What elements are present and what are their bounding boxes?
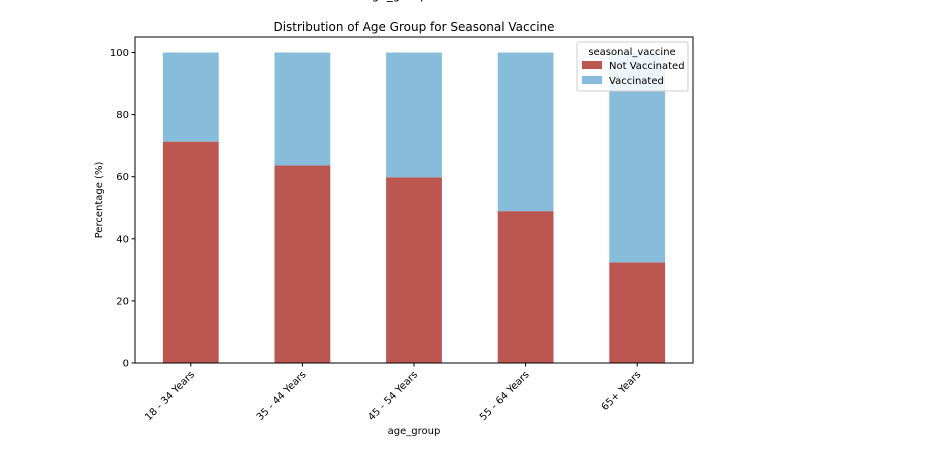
legend-title: seasonal_vaccine: [588, 47, 675, 58]
y-axis-label: Percentage (%): [94, 162, 105, 239]
legend: seasonal_vaccine Not Vaccinated Vaccinate…: [576, 41, 689, 92]
bar-vaccinated-2: [274, 52, 331, 166]
x-axis-ticks: 18 - 34 Years 35 - 44 Years 45 - 54 Years 5…: [143, 363, 643, 423]
bar-vaccinated-3: [386, 52, 442, 178]
legend-label-vaccinated: Vaccinated: [609, 76, 664, 87]
y-axis-ticks: 0 20 40 60 80 100: [110, 48, 135, 370]
legend-label-not-vaccinated: Not Vaccinated: [609, 61, 685, 72]
legend-box: [576, 41, 689, 92]
x-tick-label: 35 - 44 Years: [255, 369, 309, 423]
y-tick-label: 60: [116, 172, 129, 183]
bar-not-vaccinated-3: [386, 177, 442, 363]
legend-swatch-not-vaccinated: [582, 61, 602, 69]
cropped-header-text: age_group: [364, 0, 427, 2]
y-tick-label: 100: [110, 48, 129, 59]
bar-not-vaccinated-2: [274, 165, 331, 363]
y-tick-label: 0: [123, 359, 129, 370]
y-tick-label: 20: [116, 296, 129, 307]
x-tick-label: 18 - 34 Years: [143, 369, 197, 423]
bar-not-vaccinated-1: [162, 141, 219, 363]
y-tick-label: 40: [116, 234, 129, 245]
bar-vaccinated-4: [497, 52, 554, 212]
x-tick-label: 65+ Years: [600, 369, 644, 413]
chart-title: Distribution of Age Group for Seasonal V…: [273, 20, 554, 34]
x-axis-label: age_group: [388, 426, 441, 437]
bars-layer: [162, 52, 666, 363]
x-tick-label: 45 - 54 Years: [366, 369, 420, 423]
legend-items: Not Vaccinated Vaccinated: [582, 61, 685, 87]
y-tick-label: 80: [116, 110, 129, 121]
legend-swatch-vaccinated: [582, 76, 602, 84]
bar-vaccinated-1: [162, 52, 219, 142]
x-tick-label: 55 - 64 Years: [478, 369, 532, 423]
bar-not-vaccinated-4: [497, 211, 554, 363]
bar-not-vaccinated-5: [609, 262, 666, 363]
